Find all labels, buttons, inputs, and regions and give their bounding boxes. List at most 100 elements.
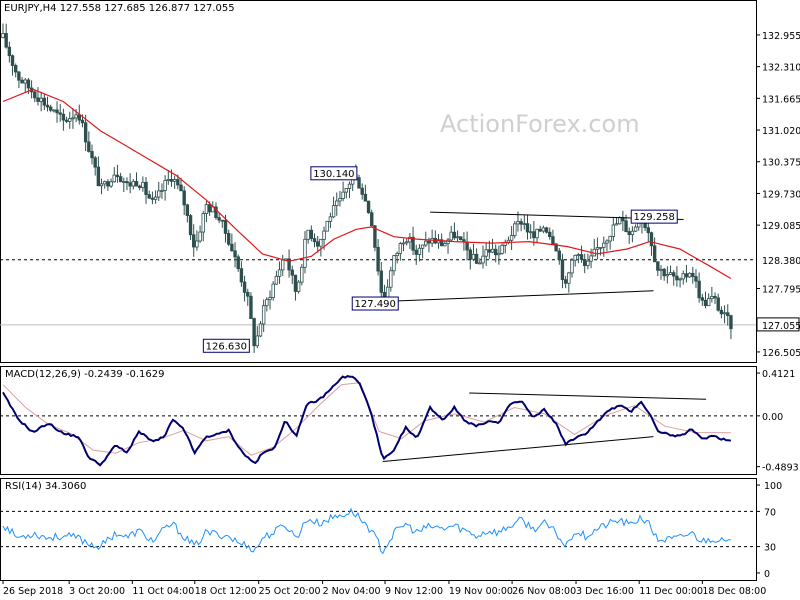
candle-down	[87, 141, 91, 152]
candle-down	[64, 119, 69, 122]
candle-up	[389, 270, 393, 288]
candle-down	[185, 204, 190, 216]
macd-signal-line	[2, 382, 731, 456]
candle-down	[125, 181, 129, 184]
rsi-tick-label: 100	[764, 481, 782, 492]
candle-down	[646, 227, 650, 234]
candle-down	[10, 55, 15, 66]
candle-up	[516, 221, 520, 225]
candle-down	[7, 46, 12, 57]
candle-up	[567, 272, 571, 284]
candle-up	[611, 224, 616, 237]
candle-down	[55, 109, 59, 114]
annotation-126630-box	[202, 338, 250, 353]
candle-down	[697, 280, 701, 299]
candle-down	[366, 200, 371, 214]
candle-down	[439, 239, 444, 247]
candle-up	[722, 312, 727, 315]
annotation-129258: 129.258	[634, 212, 675, 223]
x-tick-label: 9 Nov 12:00	[385, 586, 443, 597]
rsi-line	[2, 507, 731, 555]
candle-up	[112, 174, 116, 183]
candle-up	[153, 196, 158, 200]
candle-up	[1, 33, 5, 39]
candle-down	[656, 261, 660, 271]
annotation-127490-box	[351, 296, 399, 311]
candle-up	[602, 242, 606, 248]
candle-down	[17, 71, 21, 81]
candle-up	[417, 247, 422, 255]
candle-down	[691, 272, 695, 277]
candle-down	[252, 318, 256, 347]
candle-down	[249, 295, 253, 319]
candle-down	[494, 248, 498, 256]
candle-up	[74, 114, 78, 119]
candle-up	[131, 180, 136, 187]
candle-down	[188, 215, 193, 236]
candle-down	[700, 297, 705, 301]
candle-down	[192, 234, 196, 248]
candle-down	[583, 259, 587, 266]
candle-down	[649, 232, 654, 247]
candle-up	[265, 299, 269, 307]
candle-up	[392, 255, 396, 272]
level-price-box	[757, 252, 799, 266]
annotation-130140-box	[310, 166, 358, 181]
candle-up	[163, 180, 167, 191]
candle-up	[497, 252, 501, 256]
candle-down	[363, 193, 368, 202]
candle-down	[169, 179, 174, 182]
candle-up	[395, 253, 399, 256]
x-tick-label: 2 Nov 04:00	[323, 586, 381, 597]
candle-down	[703, 299, 708, 307]
candle-up	[261, 305, 266, 325]
x-tick-label: 11 Dec 00:00	[639, 586, 703, 597]
candle-down	[726, 312, 730, 316]
macd-trendline-1	[382, 436, 654, 463]
price-header: EURJPY,H4 127.558 127.685 126.877 127.05…	[4, 3, 235, 14]
candle-down	[61, 113, 66, 121]
candle-up	[322, 230, 326, 240]
candle-up	[500, 244, 504, 254]
level-price-label: 128.380	[762, 256, 800, 267]
candle-down	[411, 236, 415, 251]
x-tick-label: 3 Oct 20:00	[69, 586, 125, 597]
candle-down	[357, 177, 361, 189]
candle-down	[652, 245, 657, 263]
candle-down	[236, 256, 240, 270]
candle-up	[401, 242, 406, 245]
candle-down	[106, 181, 110, 187]
candle-down	[662, 268, 666, 277]
candle-up	[455, 236, 460, 239]
candle-down	[96, 166, 101, 187]
candle-down	[312, 238, 317, 243]
candle-up	[201, 213, 205, 233]
rsi-tick-label: 70	[764, 507, 776, 518]
candle-down	[150, 197, 155, 200]
candle-up	[319, 238, 323, 247]
candle-up	[637, 222, 641, 228]
candle-up	[335, 200, 339, 206]
candle-down	[452, 231, 457, 239]
candle-down	[465, 241, 469, 251]
candle-down	[80, 119, 85, 124]
candle-up	[328, 216, 333, 222]
annotation-126630: 126.630	[206, 341, 247, 352]
candle-up	[608, 235, 612, 242]
candle-down	[45, 104, 50, 108]
candle-up	[166, 179, 170, 181]
rsi-header: RSI(14) 34.3060	[5, 481, 86, 492]
candle-down	[729, 315, 733, 330]
candle-up	[513, 223, 517, 236]
candle-down	[487, 249, 492, 253]
candle-up	[586, 260, 590, 266]
candle-up	[23, 79, 27, 84]
candle-up	[598, 247, 603, 249]
watermark-text: ActionForex.com	[440, 110, 640, 138]
candle-down	[239, 268, 244, 283]
candle-down	[4, 33, 8, 48]
price-tick-label: 129.730	[762, 189, 800, 200]
candle-down	[309, 229, 314, 239]
candle-down	[315, 241, 320, 247]
x-tick-label: 11 Oct 04:00	[132, 586, 194, 597]
